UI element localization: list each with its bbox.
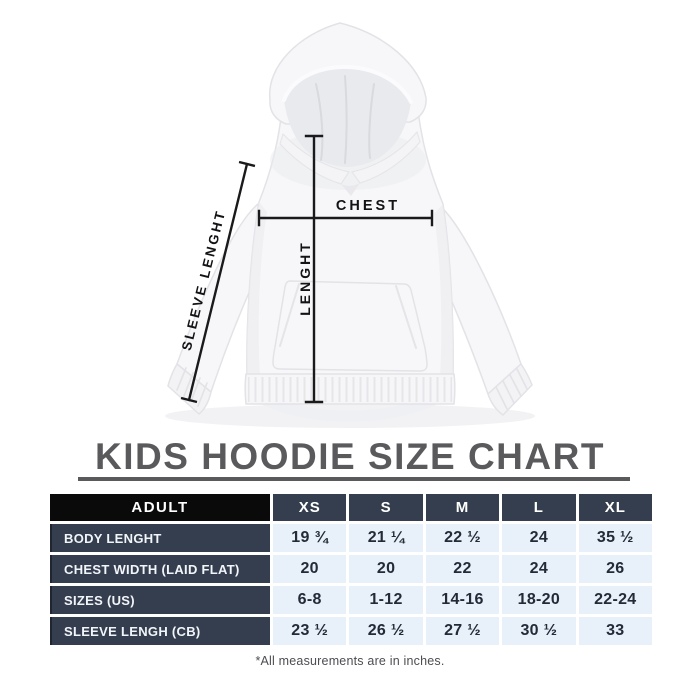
size-cell: 21 ¼	[349, 524, 423, 552]
column-header-xs: XS	[273, 494, 347, 521]
size-cell: 6-8	[273, 586, 347, 614]
row-label: SLEEVE LENGH (CB)	[50, 617, 270, 645]
right-cuff-ribbing	[495, 368, 528, 410]
column-header-xl: XL	[578, 494, 652, 521]
size-cell: 30 ½	[502, 617, 576, 645]
size-cell: 35 ½	[578, 524, 652, 552]
row-label: CHEST WIDTH (LAID FLAT)	[50, 555, 270, 583]
size-cell: 27 ½	[425, 617, 500, 645]
column-header-l: L	[502, 494, 576, 521]
table-row: SLEEVE LENGH (CB) 23 ½ 26 ½ 27 ½ 30 ½ 33	[50, 617, 652, 645]
length-label: LENGHT	[297, 240, 313, 316]
table-row: BODY LENGHT 19 ¾ 21 ¼ 22 ½ 24 35 ½	[50, 524, 652, 552]
size-cell: 22	[425, 555, 500, 583]
title-underline	[78, 477, 630, 481]
measurements-note: *All measurements are in inches.	[255, 654, 445, 668]
size-cell: 14-16	[425, 586, 500, 614]
size-cell: 20	[273, 555, 347, 583]
table-row: CHEST WIDTH (LAID FLAT) 20 20 22 24 26	[50, 555, 652, 583]
chest-dimension-line	[257, 209, 434, 227]
size-cell: 19 ¾	[273, 524, 347, 552]
size-cell: 26 ½	[349, 617, 423, 645]
hoodie-illustration	[165, 22, 535, 428]
table-row: SIZES (US) 6-8 1-12 14-16 18-20 22-24	[50, 586, 652, 614]
size-cell: 1-12	[349, 586, 423, 614]
size-cell: 33	[578, 617, 652, 645]
size-cell: 18-20	[502, 586, 576, 614]
chest-label: CHEST	[336, 198, 400, 214]
sleeve-dimension-line	[180, 160, 256, 404]
size-table: ADULT XS S M L XL BODY LENGHT 19 ¾ 21 ¼ …	[47, 491, 655, 648]
column-header-s: S	[349, 494, 423, 521]
size-cell: 26	[578, 555, 652, 583]
column-header-adult: ADULT	[50, 494, 270, 521]
row-label: BODY LENGHT	[50, 524, 270, 552]
hoodie-diagram: CHEST LENGHT SLEEVE LENGHT	[165, 22, 535, 428]
size-cell: 23 ½	[273, 617, 347, 645]
left-cuff-ribbing	[176, 367, 208, 407]
size-cell: 24	[502, 524, 576, 552]
size-cell: 20	[349, 555, 423, 583]
size-cell: 22 ½	[425, 524, 500, 552]
table-header-row: ADULT XS S M L XL	[50, 494, 652, 521]
hood-creases	[315, 75, 375, 164]
length-dimension-line	[304, 134, 324, 404]
page-title: KIDS HOODIE SIZE CHART	[95, 436, 605, 477]
row-label: SIZES (US)	[50, 586, 270, 614]
column-header-m: M	[425, 494, 500, 521]
size-cell: 22-24	[578, 586, 652, 614]
size-cell: 24	[502, 555, 576, 583]
